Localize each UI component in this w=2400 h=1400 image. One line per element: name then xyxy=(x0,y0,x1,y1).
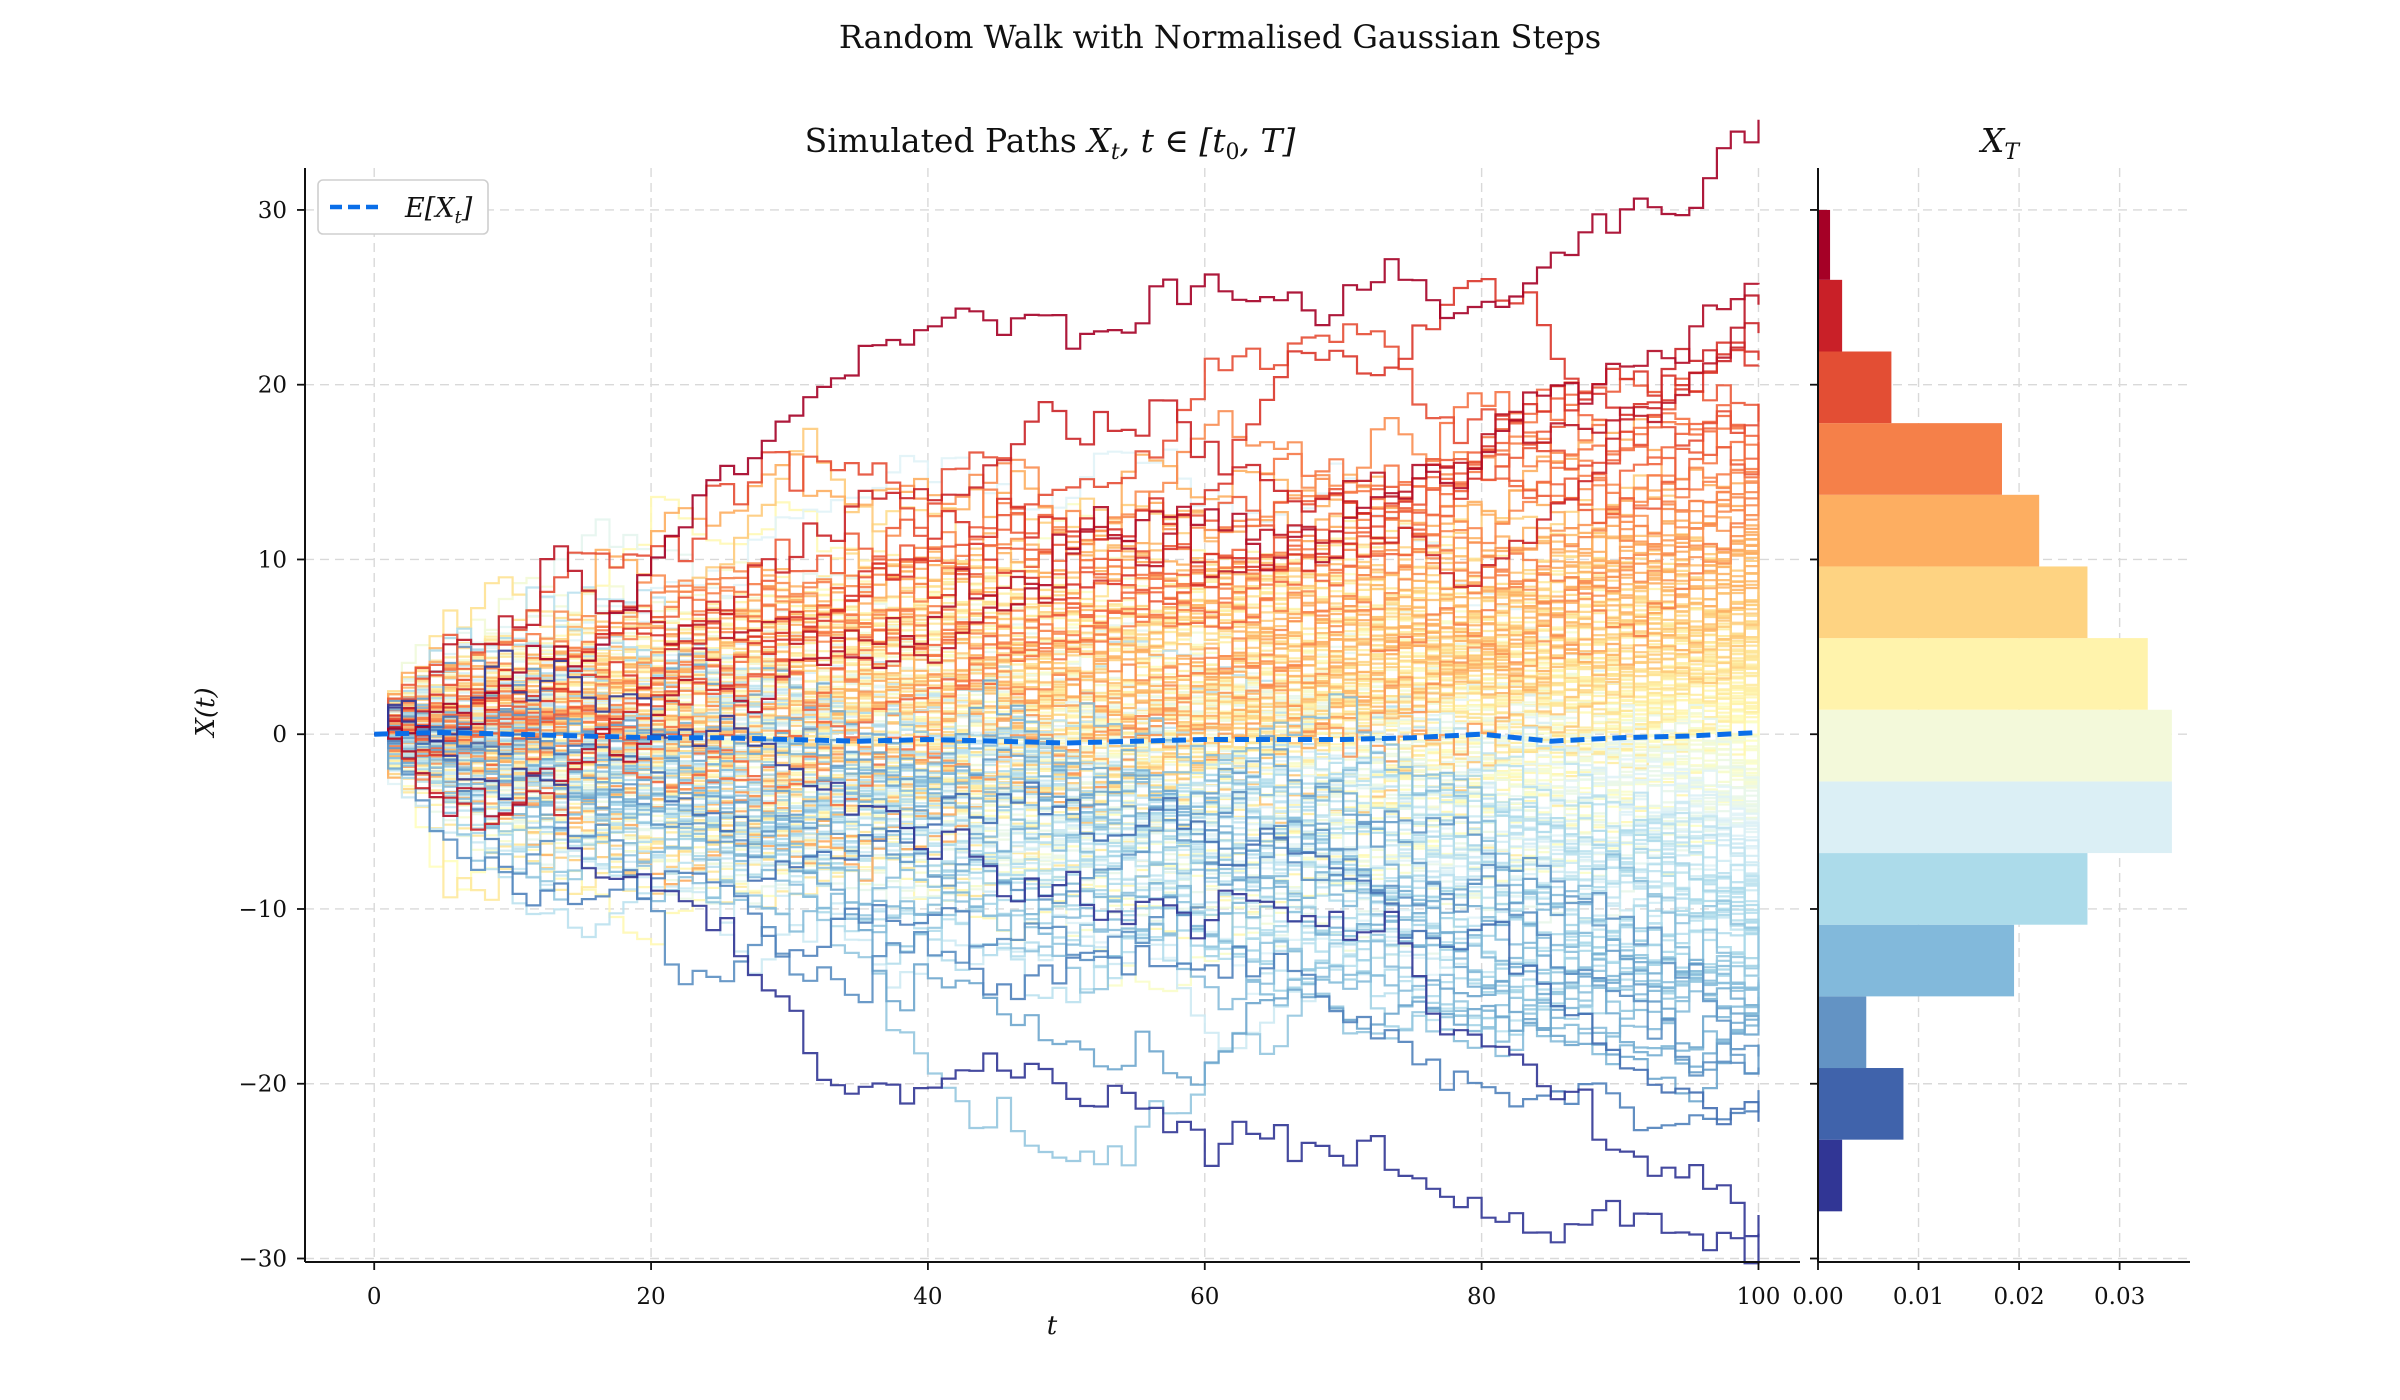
paths-x-tick-label: 80 xyxy=(1467,1284,1496,1310)
figure-suptitle: Random Walk with Normalised Gaussian Ste… xyxy=(839,18,1601,56)
paths-y-tick-label: −10 xyxy=(238,897,287,923)
histogram-bar xyxy=(1818,1139,1843,1212)
simulated-path xyxy=(374,728,1760,1132)
simulated-path xyxy=(374,459,1760,741)
legend: E[Xt] xyxy=(317,179,489,235)
paths-y-axis-label: X(t) xyxy=(191,687,221,738)
simulated-path xyxy=(374,699,1760,1265)
simulated-path xyxy=(374,515,1760,791)
histogram-x-ticks: 0.00 0.01 0.02 0.03 xyxy=(1792,1262,2145,1310)
paths-y-tick-label: 10 xyxy=(258,547,287,573)
paths-title-math-end: , T] xyxy=(1239,121,1295,160)
histogram-bar xyxy=(1818,209,1831,280)
paths-y-tick-label: 30 xyxy=(258,198,287,224)
paths-x-tick-label: 40 xyxy=(913,1284,942,1310)
simulated-path xyxy=(374,119,1760,736)
legend-label-sub: t xyxy=(454,207,462,228)
simulated-path xyxy=(374,323,1760,736)
histogram-x-tick-label: 0.03 xyxy=(2094,1284,2145,1310)
paths-title-math: X xyxy=(1084,121,1112,160)
simulated-path xyxy=(374,697,1760,1058)
histogram-title-main: X xyxy=(1978,121,2006,160)
histogram-bar xyxy=(1818,709,2172,782)
histogram-panel: 0.00 0.01 0.02 0.03 XT xyxy=(1792,121,2190,1310)
histogram-bar xyxy=(1818,351,1892,424)
paths-x-tick-label: 60 xyxy=(1190,1284,1219,1310)
simulated-path xyxy=(374,649,1760,1238)
simulated-path xyxy=(374,711,1760,1167)
histogram-bar xyxy=(1818,996,1867,1069)
paths-y-tick-label: 0 xyxy=(272,722,287,748)
legend-box xyxy=(317,179,489,235)
paths-panel-title: Simulated Paths Xt, t ∈ [t0, T] xyxy=(805,121,1296,165)
simulated-path xyxy=(374,707,1760,1057)
histogram-bar xyxy=(1818,566,2088,639)
paths-title-math-rest: , t ∈ [t xyxy=(1120,121,1227,160)
paths-y-tick-label: −20 xyxy=(238,1072,287,1098)
histogram-bars xyxy=(1818,209,2172,1212)
paths-y-tick-label: 20 xyxy=(258,373,287,399)
histogram-bar xyxy=(1818,781,2172,854)
histogram-bar xyxy=(1818,279,1843,352)
legend-label-main: E[X xyxy=(404,193,456,224)
paths-x-axis-label: t xyxy=(1047,1311,1058,1341)
histogram-x-tick-label: 0.01 xyxy=(1893,1284,1944,1310)
simulated-path xyxy=(374,733,1760,1077)
histogram-x-tick-label: 0.00 xyxy=(1792,1284,1843,1310)
histogram-bar xyxy=(1818,494,2040,567)
paths-y-tick-label: −30 xyxy=(238,1247,287,1273)
paths-y-ticks: −30 −20 −10 0 10 20 30 xyxy=(238,198,305,1273)
paths-x-tick-label: 20 xyxy=(636,1284,665,1310)
paths-title-prefix: Simulated Paths xyxy=(805,121,1088,160)
paths-title-math-sub2: 0 xyxy=(1225,140,1239,165)
histogram-bar xyxy=(1818,423,2002,495)
paths-x-tick-label: 0 xyxy=(367,1284,382,1310)
legend-label-end: ] xyxy=(461,193,473,224)
histogram-bar xyxy=(1818,853,2088,925)
histogram-bar xyxy=(1818,1068,1904,1140)
simulated-paths xyxy=(374,119,1760,1265)
paths-x-tick-label: 100 xyxy=(1737,1284,1781,1310)
paths-title-math-sub: t xyxy=(1111,140,1120,165)
histogram-y-ticks xyxy=(1810,209,1818,1260)
simulated-path xyxy=(374,294,1760,736)
histogram-x-tick-label: 0.02 xyxy=(1993,1284,2044,1310)
histogram-bar xyxy=(1818,638,2148,710)
histogram-bar xyxy=(1818,924,2015,997)
histogram-panel-title: XT xyxy=(1978,121,2022,165)
legend-label-mean: E[Xt] xyxy=(404,193,473,228)
paths-panel: 0 20 40 60 80 100 −30 −20 −10 0 10 20 30 Simulated … xyxy=(191,119,1800,1341)
histogram-title-sub: T xyxy=(2004,140,2021,165)
paths-x-ticks: 0 20 40 60 80 100 xyxy=(367,1262,1781,1310)
